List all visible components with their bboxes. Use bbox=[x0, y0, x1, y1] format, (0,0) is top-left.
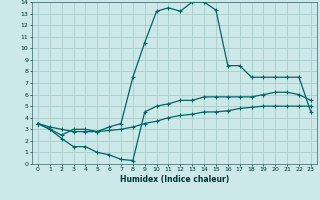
X-axis label: Humidex (Indice chaleur): Humidex (Indice chaleur) bbox=[120, 175, 229, 184]
